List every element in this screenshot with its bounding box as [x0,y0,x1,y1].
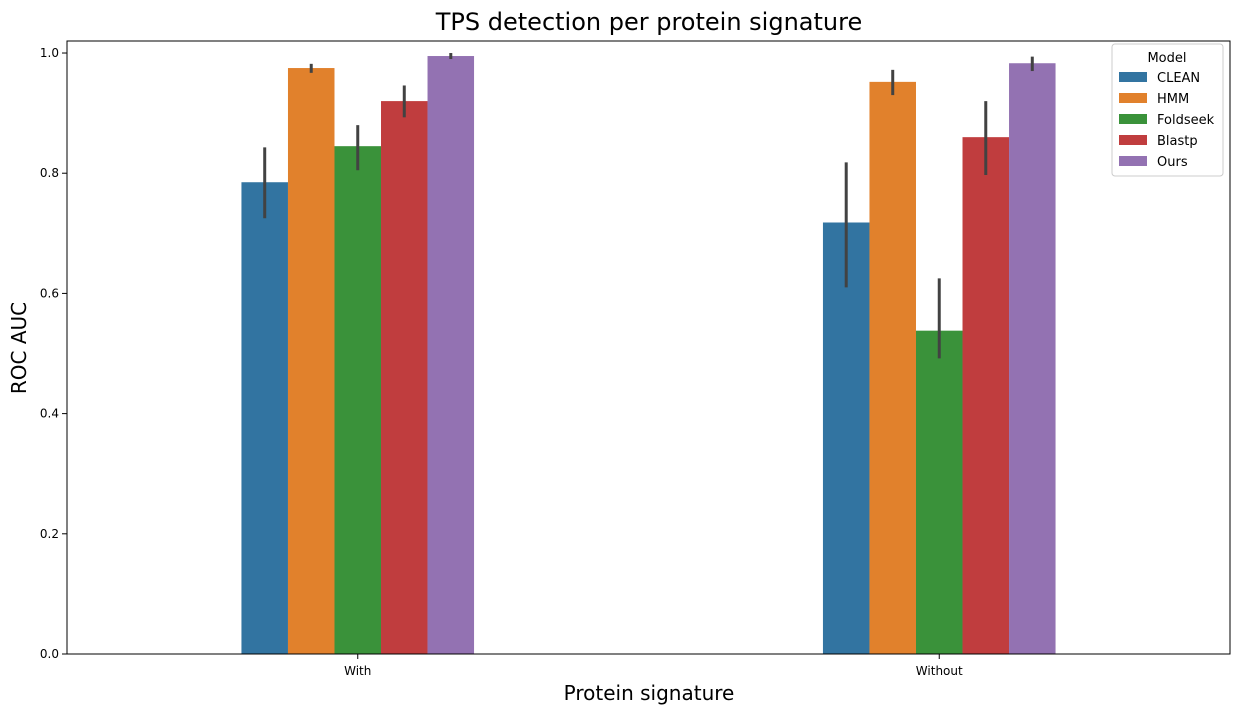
y-tick-label: 1.0 [40,46,59,60]
y-axis: 0.0 0.2 0.4 0.6 0.8 1.0 [40,46,67,661]
x-tick-label: Without [916,664,963,678]
legend: Model CLEAN HMM Foldseek Blastp Ours [1111,43,1224,177]
y-tick-label: 0.2 [40,527,59,541]
legend-label-ours: Ours [1157,155,1188,170]
bar-hmm-with [287,68,335,654]
legend-swatch-clean [1119,72,1147,82]
legend-title: Model [1147,51,1186,66]
bar-clean-with [241,182,288,654]
x-axis-label: Protein signature [564,681,735,705]
legend-swatch-ours [1119,156,1147,166]
y-tick-label: 0.8 [40,166,59,180]
bar-clean-without [822,222,870,654]
y-tick-label: 0.0 [40,647,59,661]
bar-ours-without [1009,63,1056,655]
bar-foldseek-with [334,146,382,654]
y-tick-label: 0.4 [40,407,59,421]
x-axis: With Without [344,654,963,678]
y-axis-label: ROC AUC [7,302,31,394]
legend-items: CLEAN HMM Foldseek Blastp Ours [1119,71,1215,170]
bars-layer [241,56,1056,655]
legend-label-clean: CLEAN [1157,71,1200,86]
legend-swatch-blastp [1119,135,1147,145]
error-bars-layer [263,53,1034,359]
bar-blastp-with [381,101,428,655]
y-tick-label: 0.6 [40,286,59,300]
chart-title: TPS detection per protein signature [435,8,862,36]
plot-frame [66,40,1231,655]
legend-label-foldseek: Foldseek [1157,113,1215,128]
bar-hmm-without [869,81,916,654]
legend-label-hmm: HMM [1157,92,1189,107]
legend-swatch-hmm [1119,93,1147,103]
plot-area [66,40,1231,655]
bar-foldseek-without [915,330,963,654]
bar-blastp-without [962,137,1010,654]
bar-ours-with [427,56,475,654]
x-tick-label: With [344,664,371,678]
legend-swatch-foldseek [1119,114,1147,124]
legend-label-blastp: Blastp [1157,134,1198,149]
